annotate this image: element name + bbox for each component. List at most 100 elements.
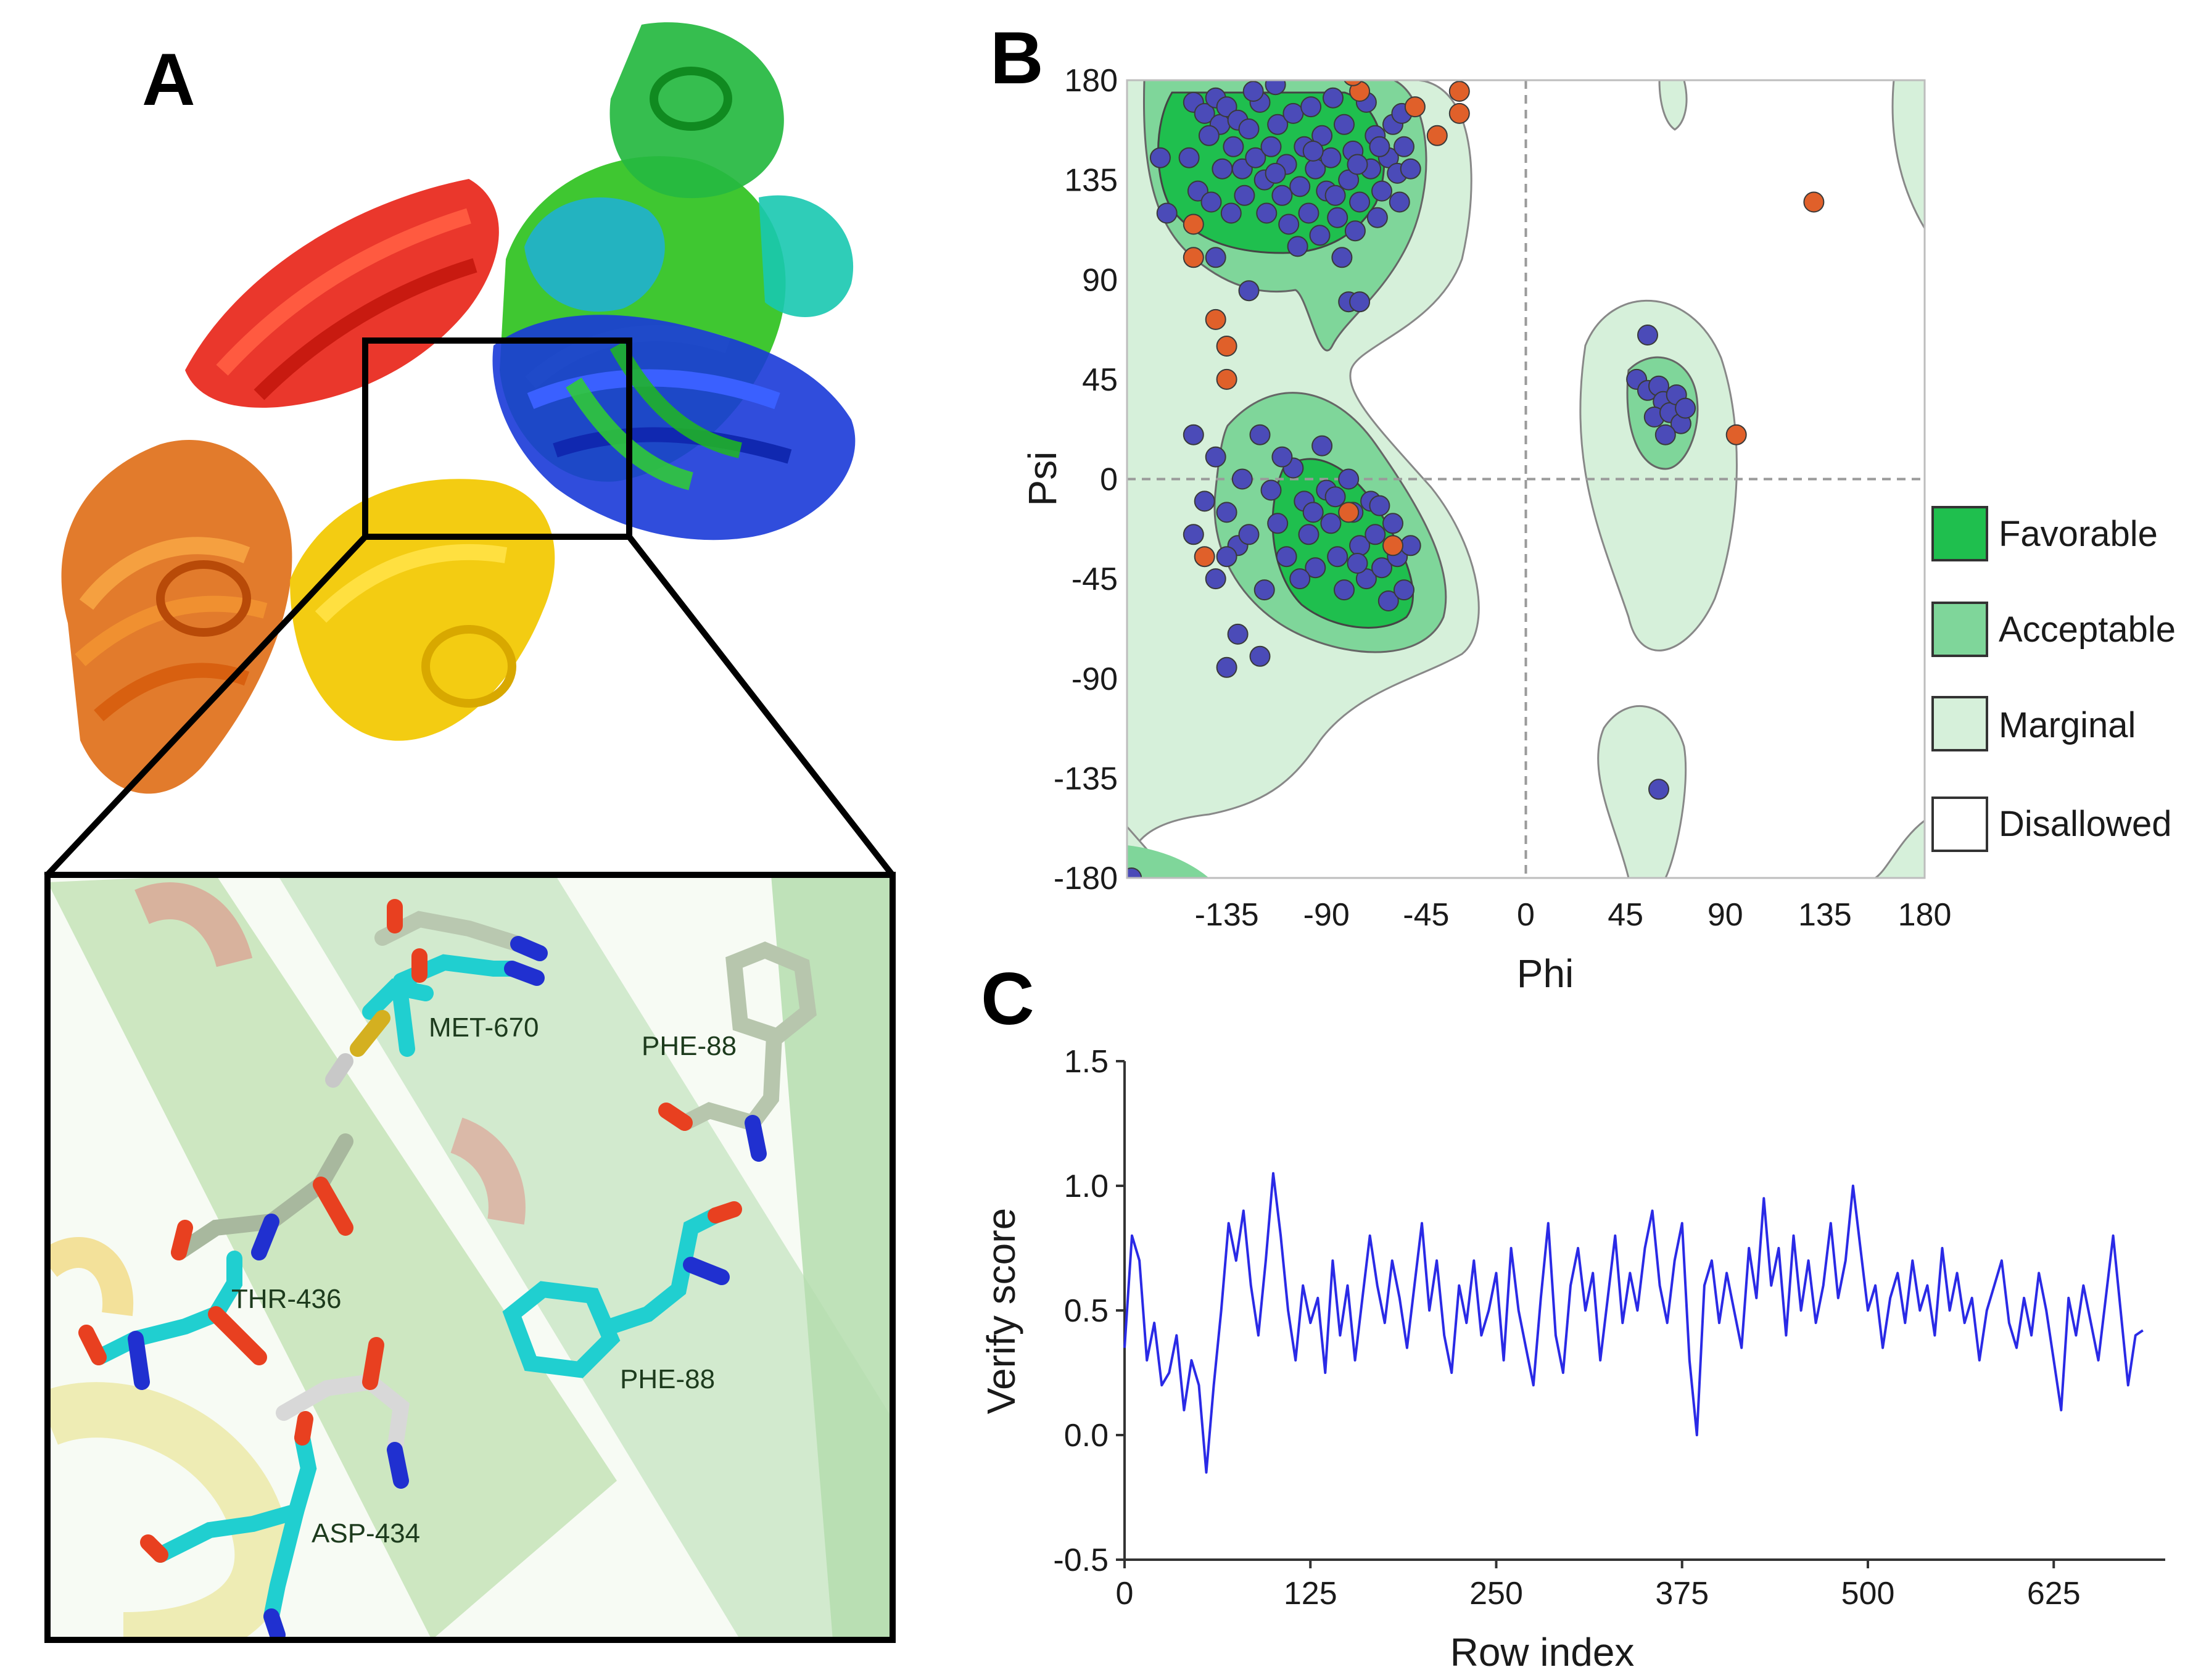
legend-label-marginal: Marginal (1999, 705, 2136, 745)
ramachandran-x-ticks: -135 -90 -45 0 45 90 135 180 (1195, 897, 1952, 933)
ramachandran-legend: Favorable Acceptable Marginal Disallowed (1931, 506, 2176, 852)
residue-point (1242, 81, 1264, 102)
glycine-point (1205, 308, 1226, 330)
rama-y-tick-label: 135 (1064, 163, 1118, 199)
legend-swatch-marginal (1931, 696, 1988, 751)
zoom-connector-left (44, 534, 368, 879)
residue-point (1256, 202, 1278, 224)
glycine-point (1183, 213, 1204, 235)
panel-c-label: C (981, 958, 1034, 1040)
residue-point (1271, 184, 1293, 206)
glycine-point (1404, 96, 1426, 118)
rama-x-tick-label: 90 (1708, 897, 1743, 933)
rama-y-tick-label: 180 (1064, 63, 1118, 99)
residue-point (1389, 191, 1410, 213)
residue-point (1637, 325, 1658, 346)
ramachandran-frame (1126, 79, 1926, 879)
residue-point (1127, 867, 1142, 878)
panel-b-label: B (990, 17, 1044, 99)
residue-point (1234, 184, 1255, 206)
rama-y-tick-label: 90 (1082, 262, 1118, 298)
rama-y-tick-label: 45 (1082, 362, 1118, 398)
residue-label-asp-434: ASP-434 (312, 1518, 420, 1549)
verify-y-tick-label: 0.5 (1064, 1293, 1109, 1329)
residue-point (1338, 468, 1360, 490)
verify-y-tick-label: 0.0 (1064, 1418, 1109, 1454)
residue-point (1311, 125, 1333, 146)
residue-point (1205, 446, 1226, 468)
verify-x-tick-label: 625 (2027, 1576, 2081, 1612)
region-marginal-top (1658, 80, 1688, 131)
glycine-point (1448, 102, 1470, 124)
residue-point (1149, 147, 1171, 168)
verify3d-y-ticks: 1.5 1.0 0.5 0.0 -0.5 (1053, 1044, 1125, 1578)
rama-x-tick-label: 45 (1608, 897, 1643, 933)
glycine-point (1426, 125, 1448, 146)
residue-point (1320, 147, 1342, 168)
residue-point (1377, 590, 1399, 611)
residue-point (1302, 502, 1324, 523)
residue-point (1245, 147, 1266, 168)
residue-point (1305, 557, 1326, 579)
rama-y-tick-label: -45 (1072, 561, 1118, 597)
residue-point (1366, 207, 1388, 228)
rama-x-tick-label: 180 (1898, 897, 1952, 933)
residue-point (1178, 147, 1200, 168)
residue-point (1216, 502, 1237, 523)
residue-point (1278, 213, 1300, 235)
residue-point (1282, 102, 1304, 124)
rama-x-tick-label: -90 (1303, 897, 1350, 933)
residue-point (1260, 136, 1282, 157)
ramachandran-points (1127, 80, 1825, 878)
residue-point (1223, 136, 1244, 157)
residue-point (1311, 435, 1333, 457)
ramachandran-regions (1127, 80, 1925, 878)
residue-point (1323, 87, 1344, 109)
verify3d-score-line (1123, 1172, 2144, 1474)
residue-point (1205, 247, 1226, 268)
residue-point (1249, 645, 1271, 667)
ramachandran-y-ticks: 180 135 90 45 0 -45 -90 -135 -180 (1054, 63, 1118, 896)
glycine-point (1338, 502, 1360, 523)
residue-point (1675, 397, 1696, 419)
residue-point (1331, 247, 1353, 268)
rama-y-tick-label: -180 (1054, 861, 1118, 896)
rama-y-tick-label: -90 (1072, 661, 1118, 697)
ramachandran-y-label: Psi (1020, 452, 1065, 507)
rama-x-tick-label: -45 (1403, 897, 1449, 933)
residue-point (1349, 191, 1371, 213)
legend-label-favorable: Favorable (1999, 514, 2158, 554)
residue-point (1300, 96, 1322, 118)
glycine-point (1343, 80, 1363, 86)
residue-point (1156, 202, 1178, 224)
ramachandran-plot: -135 -90 -45 0 45 90 135 180 18013590450-45-90-… (1020, 63, 1951, 996)
residue-label-phe-88-grey: PHE-88 (642, 1031, 737, 1061)
residue-point (1334, 114, 1355, 135)
zoom-connector-right (627, 534, 896, 879)
legend-label-disallowed: Disallowed (1999, 804, 2171, 844)
residue-label-phe-88-cyan: PHE-88 (620, 1364, 715, 1394)
residue-point (1382, 513, 1403, 534)
residue-point (1183, 524, 1204, 545)
residue-point (1344, 220, 1366, 242)
verify-y-tick-label: 1.0 (1064, 1169, 1109, 1204)
glycine-point (1382, 535, 1403, 557)
residue-point (1371, 180, 1392, 202)
verify-x-tick-label: 500 (1841, 1576, 1895, 1612)
residue-point (1212, 158, 1233, 180)
verify-x-tick-label: 0 (1116, 1576, 1134, 1612)
residue-point (1369, 495, 1390, 516)
residue-point (1249, 424, 1271, 445)
residue-label-met-670: MET-670 (429, 1012, 539, 1043)
residue-point (1355, 568, 1377, 590)
residue-label-thr-436: THR-436 (231, 1284, 342, 1314)
zoom-region-box (362, 337, 632, 540)
ramachandran-x-label: Phi (1517, 951, 1574, 996)
residue-point (1216, 546, 1237, 568)
residue-point (1289, 176, 1311, 197)
rama-y-tick-label: 0 (1100, 462, 1118, 498)
residue-point (1371, 557, 1392, 579)
region-marginal-lower (1597, 705, 1687, 878)
residue-point (1309, 225, 1331, 246)
